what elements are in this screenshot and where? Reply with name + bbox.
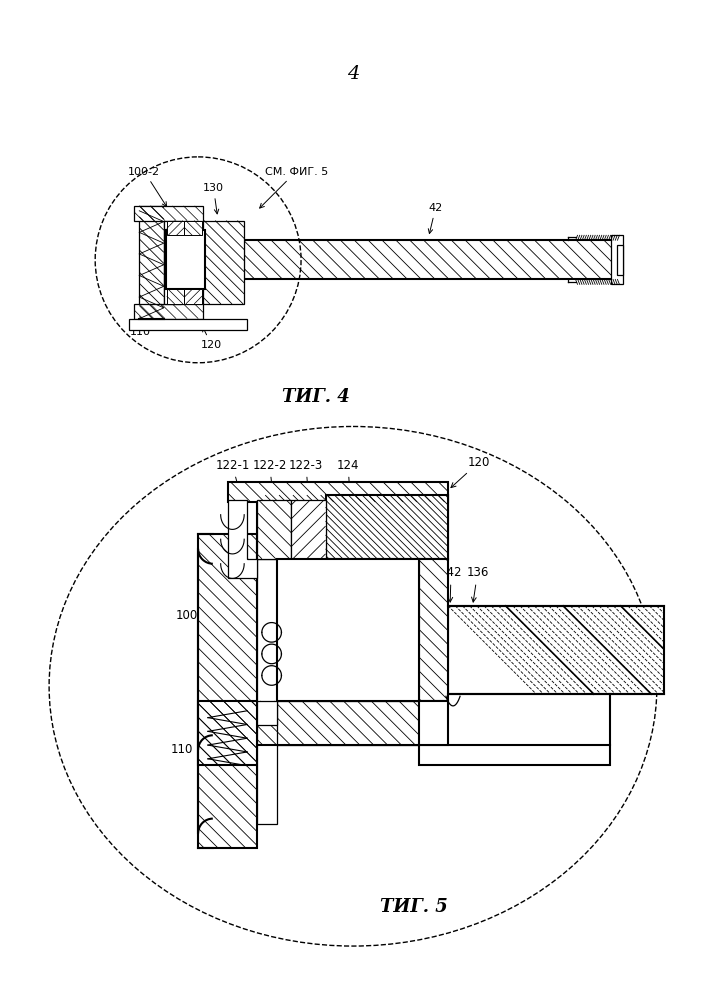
Bar (198, 534, 257, 848)
Text: 136: 136 (467, 566, 489, 602)
Bar (257, 701, 419, 745)
Text: 4: 4 (347, 65, 359, 83)
Bar (244, 240, 615, 279)
Bar (139, 206, 164, 319)
Text: 142: 142 (440, 566, 462, 602)
Text: СМ. ФИГ. 5: СМ. ФИГ. 5 (259, 167, 328, 208)
Bar (276, 559, 419, 701)
Text: 122-3: 122-3 (289, 459, 323, 498)
Text: 110: 110 (129, 319, 151, 337)
Bar (419, 745, 610, 765)
Text: 100: 100 (176, 609, 198, 622)
Bar (167, 221, 185, 235)
Bar (134, 304, 203, 319)
Bar (165, 230, 205, 289)
Bar (185, 289, 202, 304)
Text: 124: 124 (337, 459, 359, 494)
Text: 120: 120 (451, 456, 490, 488)
Text: 42: 42 (428, 203, 443, 234)
Bar (257, 495, 448, 559)
Bar (257, 559, 276, 824)
Bar (228, 482, 448, 502)
Bar (617, 245, 623, 275)
Bar (419, 559, 448, 701)
Bar (257, 500, 291, 559)
Bar (257, 701, 276, 725)
Text: 120: 120 (201, 327, 222, 350)
Text: 130: 130 (205, 696, 261, 709)
Text: 110: 110 (171, 742, 214, 756)
Polygon shape (228, 500, 257, 578)
Text: 130: 130 (203, 183, 224, 214)
Bar (611, 235, 623, 284)
Text: ΤИГ. 5: ΤИГ. 5 (380, 898, 448, 916)
Text: 122-2: 122-2 (252, 459, 287, 498)
Text: 122-1: 122-1 (215, 459, 250, 498)
Bar (448, 606, 664, 694)
Bar (291, 500, 325, 559)
Bar (134, 206, 203, 221)
Bar (198, 701, 257, 765)
Text: ΤИГ. 4: ΤИГ. 4 (282, 388, 350, 406)
Bar (129, 319, 247, 330)
Bar (325, 495, 448, 559)
Bar (167, 289, 185, 304)
Text: 140: 140 (423, 710, 445, 768)
Bar (203, 221, 244, 304)
Bar (419, 701, 448, 745)
Bar (185, 221, 202, 235)
Bar (164, 221, 182, 304)
Text: 100-2: 100-2 (128, 167, 167, 207)
